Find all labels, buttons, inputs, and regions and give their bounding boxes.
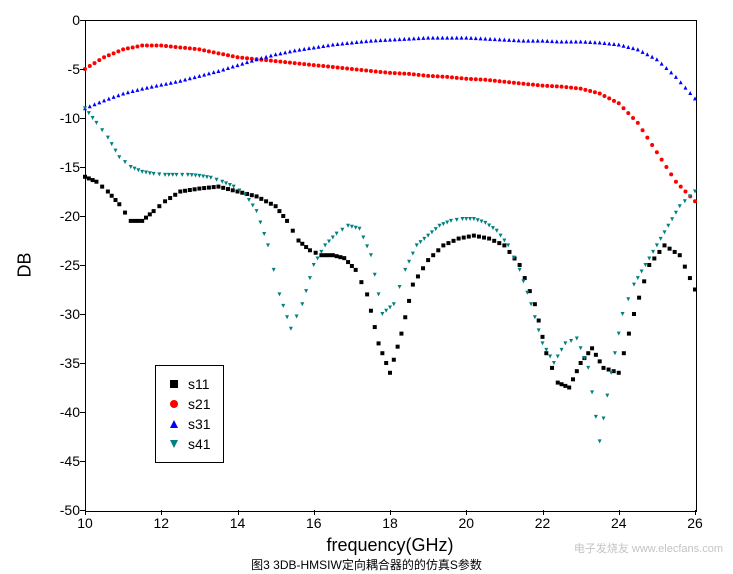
y-tick — [80, 314, 85, 315]
legend-item-s11: s11 — [168, 374, 211, 394]
x-tick-label: 18 — [382, 515, 398, 531]
x-tick — [238, 510, 239, 515]
y-tick — [80, 167, 85, 168]
legend-item-s21: s21 — [168, 394, 211, 414]
y-tick-label: -25 — [60, 257, 80, 273]
legend-marker-icon — [168, 438, 180, 450]
y-tick — [80, 461, 85, 462]
y-tick-label: -45 — [60, 453, 80, 469]
legend-marker-icon — [168, 398, 180, 410]
x-tick-label: 12 — [153, 515, 169, 531]
x-tick-label: 14 — [230, 515, 246, 531]
x-axis-label: frequency(GHz) — [326, 535, 453, 556]
x-tick-label: 24 — [611, 515, 627, 531]
legend-marker-icon — [168, 378, 180, 390]
y-tick-label: -20 — [60, 208, 80, 224]
legend-marker-icon — [168, 418, 180, 430]
legend-item-s31: s31 — [168, 414, 211, 434]
legend: s11 s21 s31 s41 — [155, 365, 224, 463]
x-tick — [695, 510, 696, 515]
x-tick — [390, 510, 391, 515]
x-tick-label: 22 — [535, 515, 551, 531]
caption: 图3 3DB-HMSIW定向耦合器的的仿真S参数 — [251, 556, 482, 573]
y-axis-label: DB — [15, 252, 36, 277]
chart-container: 0-5-10-15-20-25-30-35-40-45-50 101214161… — [0, 0, 733, 574]
y-tick-label: -15 — [60, 159, 80, 175]
x-tick-label: 10 — [77, 515, 93, 531]
watermark: 电子发烧友 www.elecfans.com — [574, 540, 723, 556]
legend-label: s11 — [188, 376, 210, 392]
x-tick-label: 16 — [306, 515, 322, 531]
x-tick — [619, 510, 620, 515]
x-tick — [85, 510, 86, 515]
y-tick-label: -40 — [60, 404, 80, 420]
legend-item-s41: s41 — [168, 434, 211, 454]
y-tick-label: -30 — [60, 306, 80, 322]
y-tick — [80, 412, 85, 413]
y-tick — [80, 265, 85, 266]
x-tick-label: 26 — [687, 515, 703, 531]
legend-label: s31 — [188, 416, 211, 432]
x-tick-label: 20 — [458, 515, 474, 531]
x-tick — [466, 510, 467, 515]
y-tick — [80, 363, 85, 364]
x-tick — [314, 510, 315, 515]
y-tick-label: -35 — [60, 355, 80, 371]
legend-label: s21 — [188, 396, 211, 412]
y-tick-label: -5 — [68, 61, 80, 77]
y-tick-label: 0 — [72, 12, 80, 28]
y-tick — [80, 20, 85, 21]
y-tick-label: -10 — [60, 110, 80, 126]
y-tick — [80, 69, 85, 70]
y-tick — [80, 216, 85, 217]
x-tick — [161, 510, 162, 515]
x-tick — [543, 510, 544, 515]
y-tick — [80, 118, 85, 119]
legend-label: s41 — [188, 436, 211, 452]
